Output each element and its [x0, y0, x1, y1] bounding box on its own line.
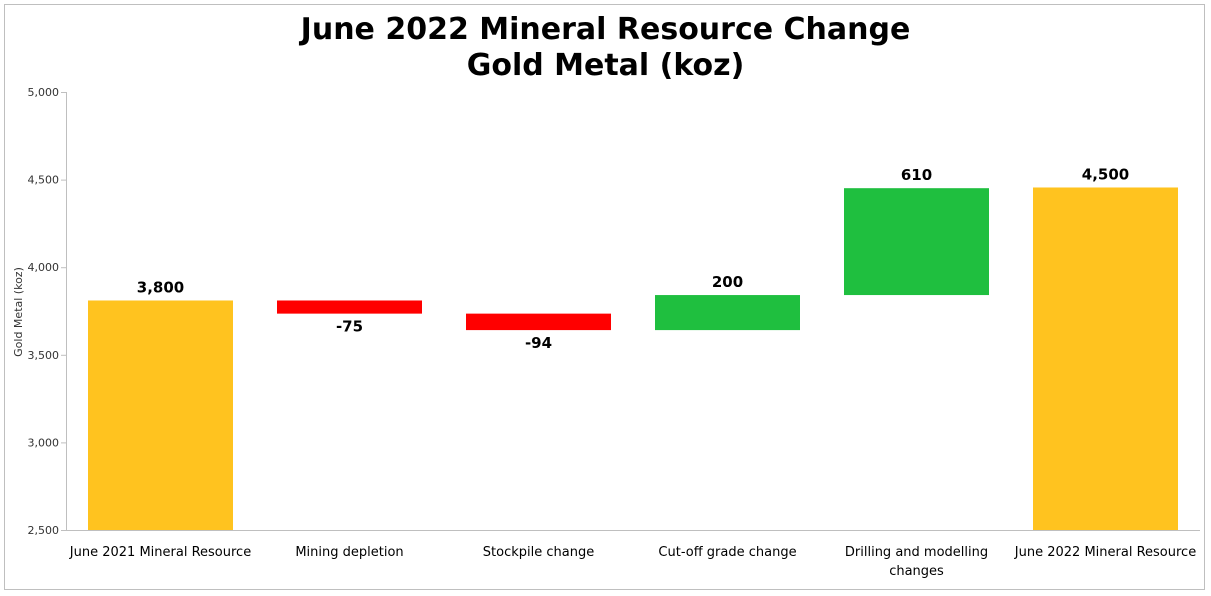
chart-title: June 2022 Mineral Resource Change Gold M… — [0, 12, 1211, 84]
y-tick-label: 2,500 — [28, 524, 60, 537]
bars — [88, 187, 1178, 530]
y-tick-label: 3,000 — [28, 436, 60, 449]
category-label: Stockpile change — [483, 545, 594, 560]
data-label: 610 — [901, 166, 932, 184]
data-label: -75 — [336, 318, 363, 336]
bar-decrease — [466, 313, 611, 331]
bar-increase — [655, 295, 800, 331]
data-labels: 3,800 -75 -94 200 610 4,500 — [137, 165, 1129, 352]
bar-total — [1033, 187, 1178, 530]
y-tick-label: 4,000 — [28, 261, 60, 274]
y-tick-label: 3,500 — [28, 349, 60, 362]
y-axis-label: Gold Metal (koz) — [12, 267, 25, 357]
data-label: 200 — [712, 273, 743, 291]
category-label: changes — [889, 564, 944, 579]
category-label: Drilling and modelling — [845, 545, 988, 560]
category-label: Mining depletion — [295, 545, 403, 560]
data-label: 4,500 — [1082, 165, 1129, 183]
chart-title-line2: Gold Metal (koz) — [466, 48, 745, 83]
data-label: -94 — [525, 334, 552, 352]
category-labels: June 2021 Mineral Resource Mining depleti… — [69, 545, 1196, 579]
data-label: 3,800 — [137, 278, 184, 296]
y-tick-label: 4,500 — [28, 174, 60, 187]
category-label: Cut-off grade change — [658, 545, 796, 560]
bar-increase — [844, 188, 989, 296]
y-tick-label: 5,000 — [28, 86, 60, 99]
y-axis: 2,500 3,000 3,500 4,000 4,500 5,000 — [28, 86, 1200, 537]
chart-title-line1: June 2022 Mineral Resource Change — [300, 12, 911, 47]
bar-decrease — [277, 300, 422, 314]
category-label: June 2022 Mineral Resource — [1014, 545, 1196, 560]
bar-total — [88, 300, 233, 530]
category-label: June 2021 Mineral Resource — [69, 545, 251, 560]
